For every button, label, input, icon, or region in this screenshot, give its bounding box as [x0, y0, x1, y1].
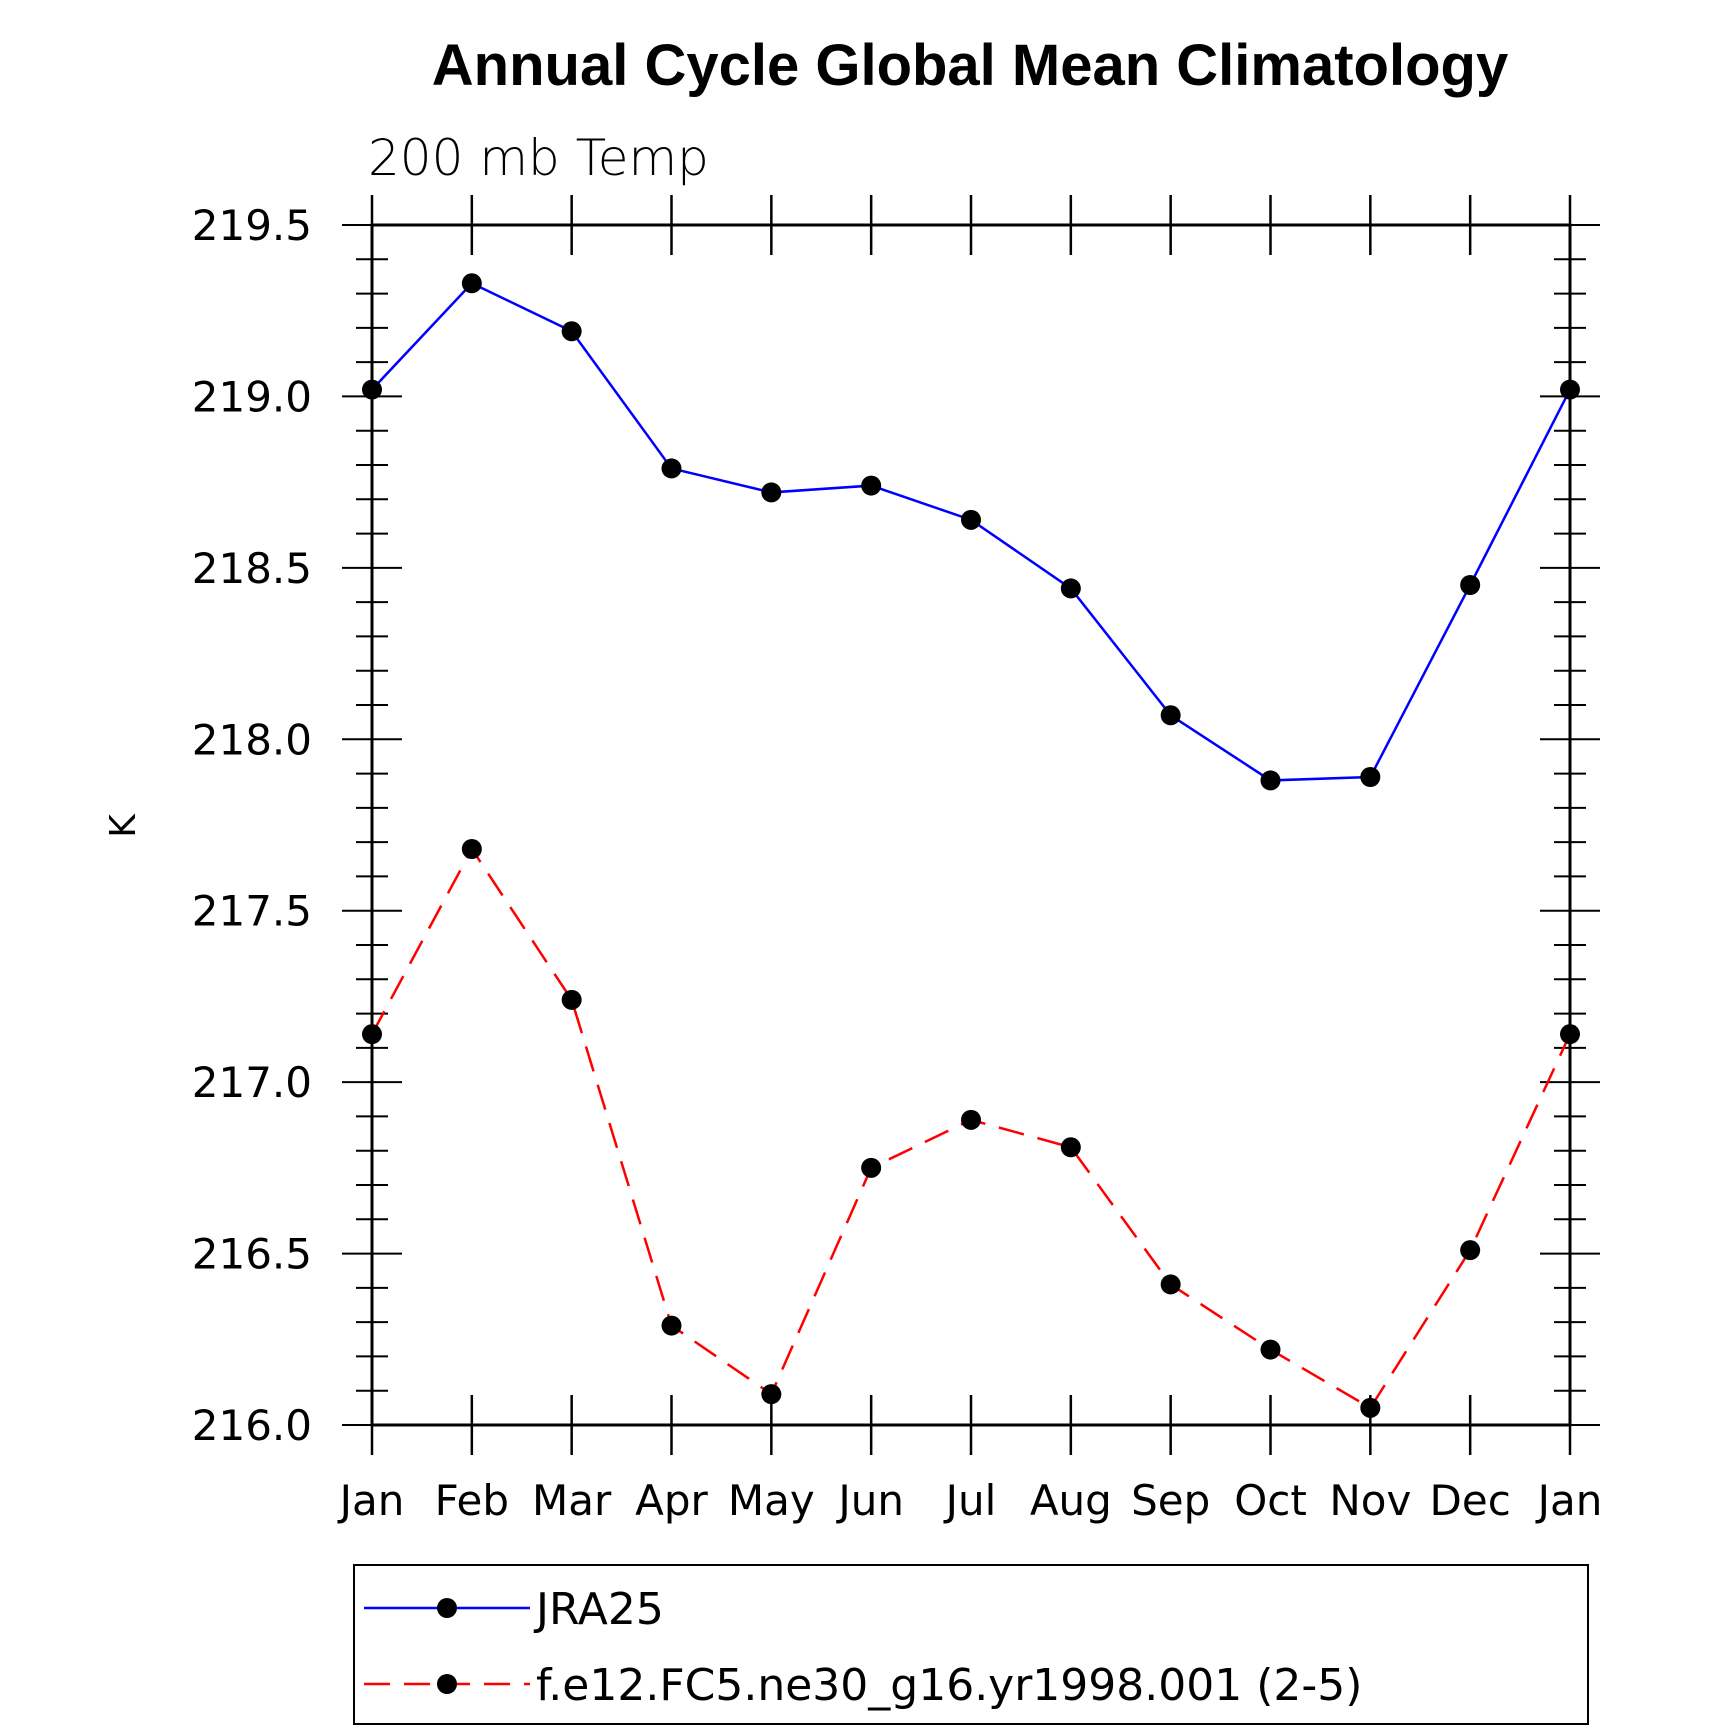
legend-marker [437, 1598, 457, 1618]
data-point [761, 482, 782, 503]
x-tick-label: Sep [1131, 1476, 1210, 1525]
data-point [1260, 770, 1281, 791]
data-point [861, 475, 882, 496]
x-tick-label: Jan [1535, 1476, 1603, 1525]
x-tick-label: Apr [635, 1476, 708, 1525]
y-axis-label: K [103, 813, 144, 838]
y-tick-label: 219.5 [192, 201, 312, 250]
data-point [861, 1157, 882, 1178]
legend-label-1: f.e12.FC5.ne30_g16.yr1998.001 (2-5) [536, 1660, 1362, 1711]
data-point [461, 839, 482, 859]
y-tick-label: 219.0 [192, 372, 312, 421]
x-tick-label: Aug [1030, 1476, 1112, 1525]
x-tick-label: Mar [532, 1476, 612, 1525]
data-point [661, 1315, 682, 1336]
y-tick-label: 217.5 [192, 887, 312, 936]
x-tick-label: Oct [1234, 1476, 1307, 1525]
data-point [1360, 1397, 1381, 1418]
data-point [1460, 575, 1481, 595]
x-tick-label: Dec [1430, 1476, 1511, 1525]
data-point [1260, 1339, 1281, 1360]
data-point [362, 379, 382, 400]
data-point [961, 1109, 981, 1130]
data-point [1560, 1024, 1580, 1045]
plot-frame [370, 223, 1572, 1427]
data-point [1060, 578, 1081, 599]
y-tick-label: 216.5 [192, 1230, 312, 1279]
y-tick-label: 218.5 [192, 544, 312, 593]
series-line-0 [371, 281, 1572, 782]
data-point [561, 321, 582, 342]
chart-title: Annual Cycle Global Mean Climatology [432, 33, 1508, 98]
y-tick-label: 218.0 [192, 715, 312, 764]
legend-box [353, 1564, 1589, 1725]
data-point [661, 458, 682, 479]
data-point [362, 1024, 382, 1045]
x-tick-label: Jun [835, 1476, 904, 1525]
data-point [1360, 767, 1381, 787]
x-tick-label: Nov [1329, 1476, 1411, 1525]
legend-marker [437, 1674, 457, 1694]
series-layer [362, 273, 1580, 1418]
legend-label-0: JRA25 [533, 1584, 664, 1635]
data-point [561, 989, 582, 1010]
y-tick-label: 217.0 [192, 1058, 312, 1107]
data-point [761, 1384, 782, 1405]
x-tick-label: Jul [943, 1476, 997, 1525]
data-point [961, 509, 981, 530]
data-point [1560, 379, 1580, 400]
data-point [1060, 1137, 1081, 1158]
chart-subtitle: 200 mb Temp [368, 129, 709, 187]
axes: Jan Feb Mar Apr May Jun Jul Aug Sep Oct Nov Dec Jan 2… [192, 195, 1603, 1525]
x-tick-label: May [728, 1476, 815, 1525]
y-tick-label: 216.0 [192, 1401, 312, 1450]
x-tick-label: Feb [435, 1476, 509, 1525]
legend: JRA25 f.e12.FC5.ne30_g16.yr1998.001 (2-5) [353, 1564, 1589, 1725]
x-tick-label: Jan [337, 1476, 405, 1525]
data-point [1460, 1240, 1481, 1261]
data-point [461, 273, 482, 294]
data-point [1160, 705, 1181, 726]
data-point [1160, 1274, 1181, 1295]
